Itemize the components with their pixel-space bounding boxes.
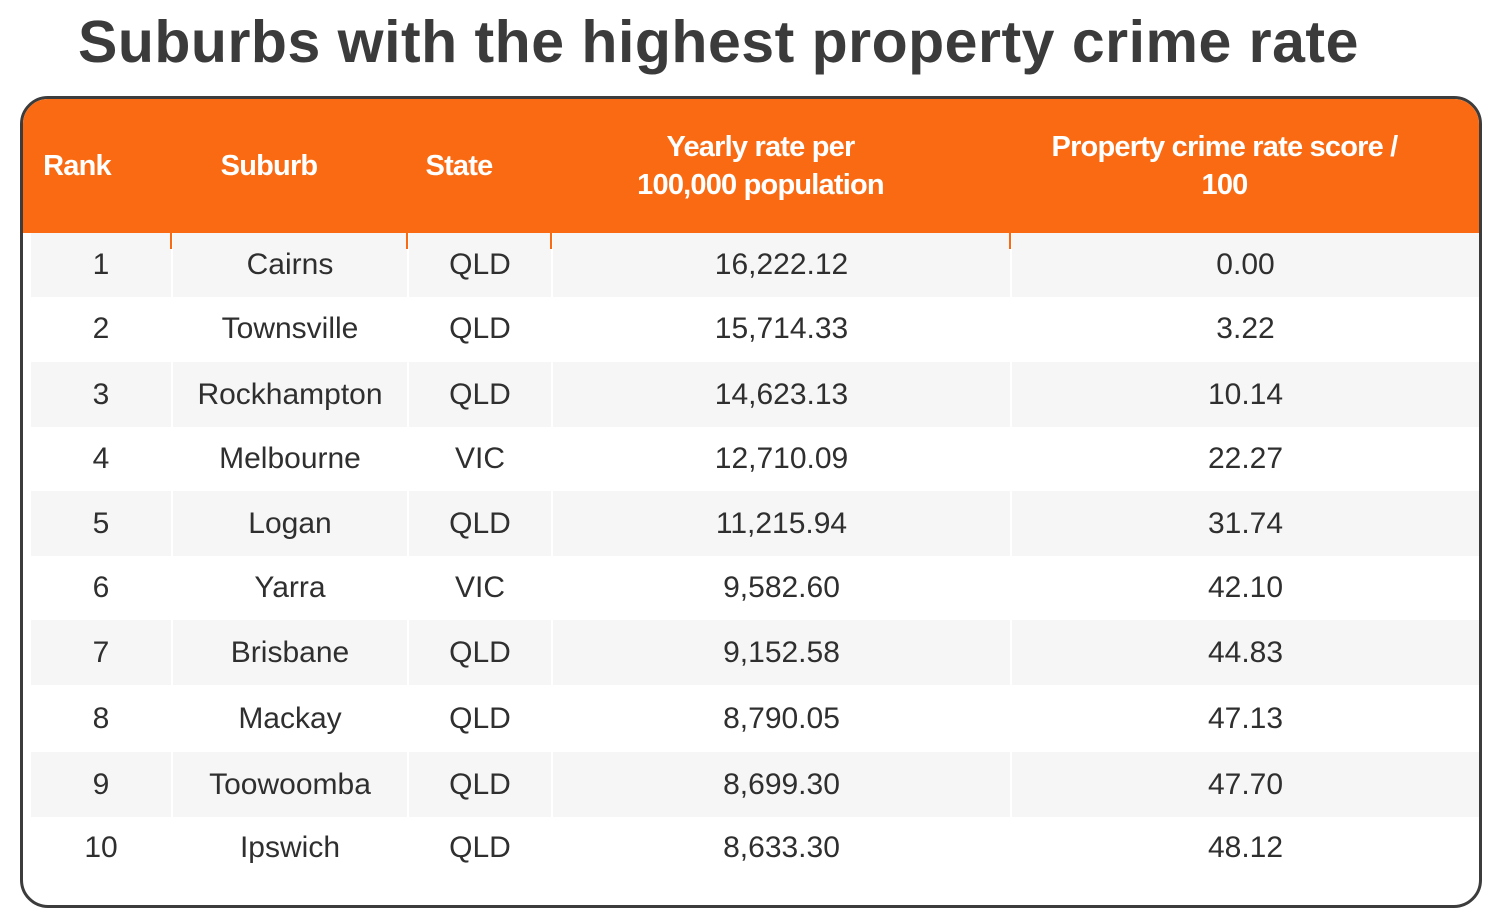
- suburb-cell: Brisbane: [173, 620, 407, 685]
- state-cell: QLD: [409, 491, 551, 556]
- header-suburb: Suburb: [220, 150, 318, 182]
- table-row: 4 Melbourne VIC 12,710.09 22.27: [23, 427, 1479, 491]
- score-cell: 42.10: [1207, 571, 1284, 604]
- column-separator: [170, 233, 172, 249]
- suburb-cell: Rockhampton: [173, 362, 407, 427]
- header-state: State: [425, 150, 494, 182]
- state-cell: QLD: [409, 752, 551, 817]
- suburb-cell: Ipswich: [239, 831, 341, 864]
- score-cell: 47.70: [1012, 752, 1479, 817]
- yearly-rate-cell: 16,222.12: [553, 233, 1010, 297]
- table-row: 10 Ipswich QLD 8,633.30 48.12: [23, 817, 1479, 879]
- rank-cell: 3: [31, 362, 171, 427]
- rank-cell: 4: [92, 442, 110, 475]
- suburb-cell: Townsville: [221, 312, 359, 345]
- table-row: 7 Brisbane QLD 9,152.58 44.83: [23, 620, 1479, 685]
- rank-cell: 10: [84, 831, 118, 864]
- score-cell: 31.74: [1012, 491, 1479, 556]
- state-cell: QLD: [449, 701, 511, 735]
- yearly-rate-cell: 9,152.58: [553, 620, 1010, 685]
- score-cell: 0.00: [1012, 233, 1479, 297]
- score-cell: 10.14: [1012, 362, 1479, 427]
- yearly-rate-cell: 9,582.60: [723, 571, 840, 604]
- rank-cell: 7: [31, 620, 171, 685]
- suburb-cell: Logan: [173, 491, 407, 556]
- score-cell: 44.83: [1012, 620, 1479, 685]
- state-cell: QLD: [409, 362, 551, 427]
- yearly-rate-cell: 8,699.30: [553, 752, 1010, 817]
- column-separator: [550, 233, 552, 249]
- yearly-rate-cell: 11,215.94: [553, 491, 1010, 556]
- header-yearly-rate: Yearly rate per 100,000 population: [637, 131, 884, 201]
- column-separator: [406, 233, 408, 249]
- score-cell: 47.13: [1207, 701, 1284, 735]
- suburb-cell: Cairns: [173, 233, 407, 297]
- table-row: 8 Mackay QLD 8,790.05 47.13: [23, 685, 1479, 752]
- table-header: Rank Suburb State Yearly rate per 100,000 p…: [23, 99, 1479, 233]
- yearly-rate-cell: 14,623.13: [553, 362, 1010, 427]
- score-cell: 3.22: [1216, 312, 1275, 345]
- state-cell: VIC: [454, 571, 505, 604]
- column-separator: [1009, 233, 1011, 249]
- rank-cell: 1: [31, 233, 171, 297]
- suburb-cell: Toowoomba: [173, 752, 407, 817]
- yearly-rate-cell: 12,710.09: [714, 442, 849, 475]
- table-row: 9 Toowoomba QLD 8,699.30 47.70: [23, 752, 1479, 817]
- state-cell: QLD: [409, 233, 551, 297]
- rank-cell: 2: [92, 312, 110, 345]
- table-row: 6 Yarra VIC 9,582.60 42.10: [23, 556, 1479, 620]
- rank-cell: 9: [31, 752, 171, 817]
- suburb-cell: Yarra: [254, 571, 326, 604]
- state-cell: QLD: [449, 312, 511, 345]
- rank-cell: 6: [92, 571, 110, 604]
- rank-cell: 5: [31, 491, 171, 556]
- crime-rate-table: Rank Suburb State Yearly rate per 100,000 p…: [20, 96, 1482, 908]
- table-row: 5 Logan QLD 11,215.94 31.74: [23, 491, 1479, 556]
- suburb-cell: Melbourne: [219, 442, 361, 475]
- yearly-rate-cell: 8,790.05: [723, 701, 840, 735]
- state-cell: VIC: [454, 442, 505, 475]
- table-row: 2 Townsville QLD 15,714.33 3.22: [23, 296, 1479, 362]
- suburb-cell: Mackay: [238, 701, 342, 735]
- header-score: Property crime rate score / 100: [1051, 131, 1399, 201]
- state-cell: QLD: [409, 620, 551, 685]
- yearly-rate-cell: 8,633.30: [723, 831, 840, 864]
- rank-cell: 8: [92, 701, 110, 735]
- header-rank: Rank: [43, 150, 112, 182]
- table-row: 3 Rockhampton QLD 14,623.13 10.14: [23, 362, 1479, 427]
- page-title: Suburbs with the highest property crime …: [78, 9, 1359, 75]
- score-cell: 22.27: [1207, 442, 1284, 475]
- state-cell: QLD: [449, 831, 511, 864]
- score-cell: 48.12: [1207, 831, 1284, 864]
- table-row: 1 Cairns QLD 16,222.12 0.00: [23, 233, 1479, 297]
- yearly-rate-cell: 15,714.33: [714, 312, 849, 345]
